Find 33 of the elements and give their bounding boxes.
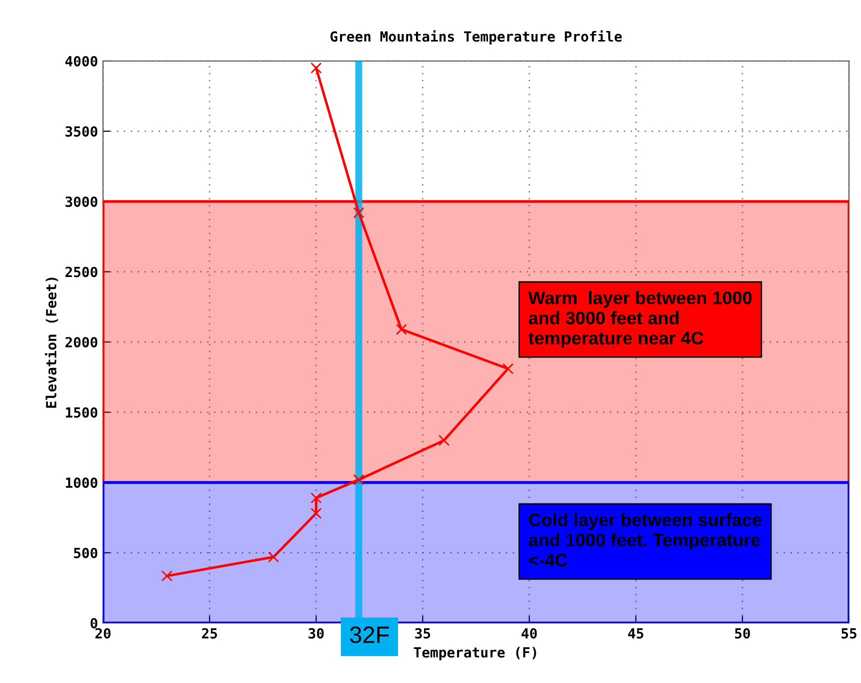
y-tick-label: 0 xyxy=(90,618,98,628)
x-tick-label: 20 xyxy=(95,628,111,639)
point xyxy=(353,207,364,218)
y-tick-label: 500 xyxy=(74,548,98,558)
y-tick-label: 3000 xyxy=(66,196,98,207)
x-axis-title: Temperature (F) xyxy=(414,646,536,660)
chart-title: Green Mountains Temperature Profile xyxy=(330,30,622,44)
y-tick-label: 1500 xyxy=(66,407,98,418)
x-tick-label: 50 xyxy=(735,628,750,639)
x-tick-label: 25 xyxy=(202,628,217,639)
point xyxy=(161,570,172,582)
y-axis-title: Elevation (Feet) xyxy=(44,278,58,408)
point xyxy=(396,324,407,335)
y-tick-label: 1000 xyxy=(66,477,98,488)
y-tick-label: 4000 xyxy=(65,56,98,66)
point xyxy=(268,551,280,563)
x-tick-label: 30 xyxy=(308,628,324,639)
y-tick-label: 3500 xyxy=(66,126,98,137)
band-label: Warm layer between 1000 and 3000 feet and temperature near 4C xyxy=(528,291,752,348)
x-tick-label: 35 xyxy=(415,628,430,639)
ref-line-label: 32F xyxy=(350,626,389,644)
y-tick-label: 2000 xyxy=(65,336,98,348)
point xyxy=(310,508,322,519)
point xyxy=(310,492,322,504)
point xyxy=(310,62,322,74)
band-label: Cold layer between surface and 1000 feet. Temperature <-4C xyxy=(528,512,762,566)
y-tick-label: 2500 xyxy=(65,266,98,278)
point xyxy=(353,474,364,486)
x-tick-label: 45 xyxy=(628,628,644,639)
point xyxy=(438,434,450,446)
point xyxy=(502,363,514,374)
x-tick-label: 40 xyxy=(522,628,537,639)
x-tick-label: 55 xyxy=(842,628,856,639)
